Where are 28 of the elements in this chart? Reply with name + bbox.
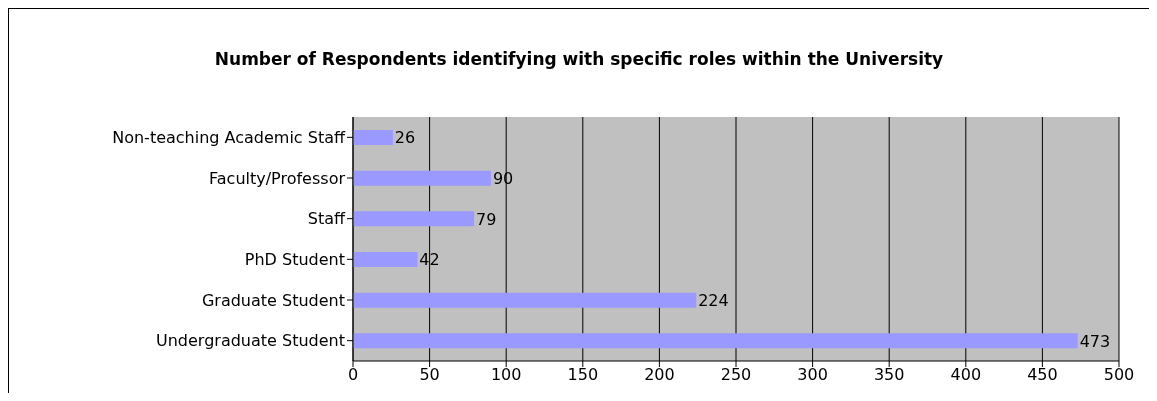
bar: [353, 170, 491, 186]
y-tick-label: PhD Student: [244, 250, 345, 270]
x-tick-label: 200: [644, 365, 675, 385]
data-label: 79: [476, 209, 497, 229]
x-tick-label: 350: [873, 365, 905, 385]
x-tick-label: 500: [1103, 365, 1135, 385]
bar: [353, 211, 475, 227]
bar: [353, 333, 1078, 349]
bar: [353, 130, 393, 145]
x-tick-label: 150: [567, 365, 599, 385]
y-tick-label: Graduate Student: [201, 290, 345, 310]
y-tick-label: Faculty/Professor: [209, 168, 346, 188]
bar: [353, 252, 418, 267]
x-tick-label: 450: [1027, 365, 1058, 385]
x-tick-label: 300: [797, 365, 828, 385]
x-tick-label: 100: [490, 365, 522, 385]
data-label: 224: [698, 290, 729, 310]
x-tick-label: 50: [419, 365, 440, 385]
y-tick-label: Non-teaching Academic Staff: [112, 128, 346, 148]
data-label: 473: [1079, 331, 1111, 351]
data-label: 26: [394, 128, 416, 148]
x-tick-label: 250: [720, 365, 752, 385]
bar: [353, 292, 697, 308]
x-tick-label: 400: [950, 365, 982, 385]
y-tick-label: Undergraduate Student: [156, 331, 345, 351]
x-tick-label: 0: [347, 365, 359, 385]
chart-title: Number of Respondents identifying with specific roles within the University: [213, 48, 945, 71]
y-tick-label: Staff: [307, 209, 346, 229]
